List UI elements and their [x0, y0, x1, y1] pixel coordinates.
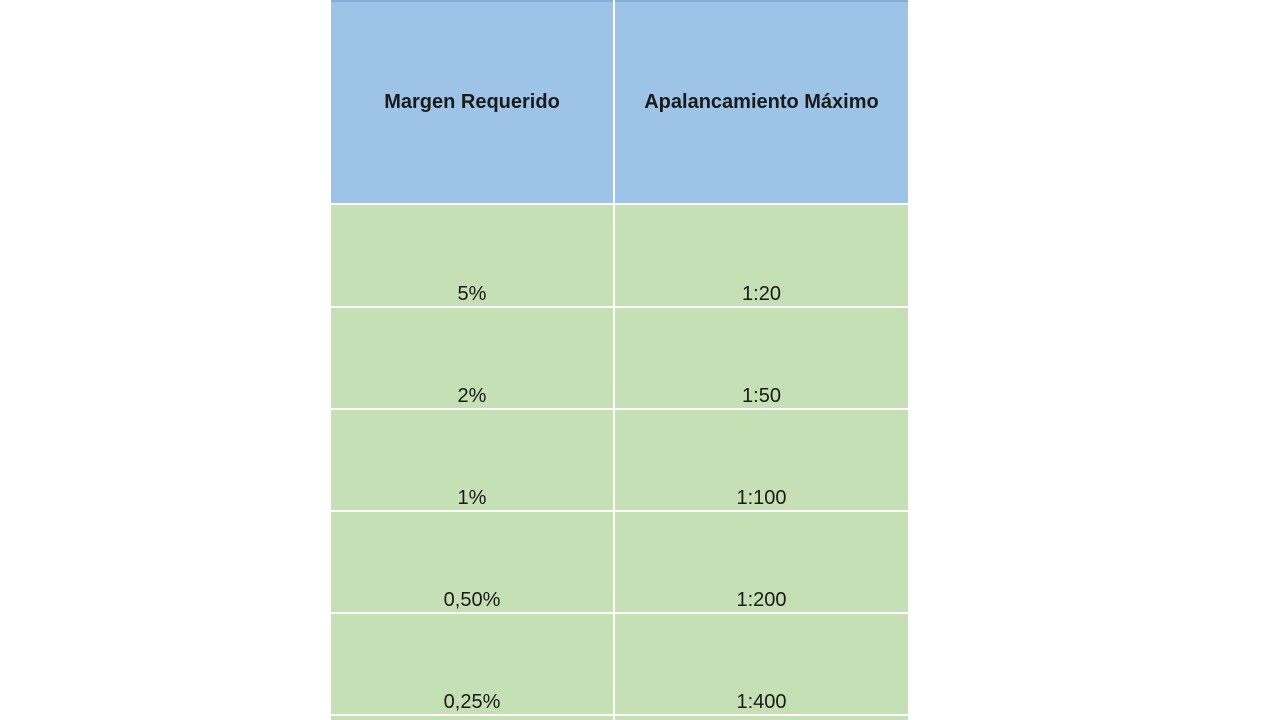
cell-margin: 0,25% [331, 614, 613, 714]
cell-leverage: 1:50 [615, 308, 908, 408]
header-cell-apalancamiento-maximo: Apalancamiento Máximo [615, 0, 908, 203]
table-body: 5% 1:20 2% 1:50 1% 1:100 0,50% 1:200 0,25% 1:400 [331, 205, 908, 714]
cell-margin: 1% [331, 410, 613, 510]
cell-leverage: 1:200 [615, 512, 908, 612]
cell-leverage: 1:100 [615, 410, 908, 510]
table-row: 2% 1:50 [331, 308, 908, 408]
cell-margin: 2% [331, 308, 613, 408]
cell-leverage: 1:20 [615, 205, 908, 306]
table-row-partial [331, 716, 908, 720]
cell-leverage: 1:400 [615, 614, 908, 714]
cell-margin: 0,50% [331, 512, 613, 612]
cell-leverage-partial [615, 716, 908, 720]
cell-margin: 5% [331, 205, 613, 306]
table-header-row: Margen Requerido Apalancamiento Máximo [331, 0, 908, 203]
table-row: 0,25% 1:400 [331, 614, 908, 714]
table-row: 1% 1:100 [331, 410, 908, 510]
header-cell-margen-requerido: Margen Requerido [331, 0, 613, 203]
margin-leverage-table: Margen Requerido Apalancamiento Máximo 5… [331, 0, 908, 720]
cell-margin-partial [331, 716, 613, 720]
table-row: 5% 1:20 [331, 205, 908, 306]
table-row: 0,50% 1:200 [331, 512, 908, 612]
